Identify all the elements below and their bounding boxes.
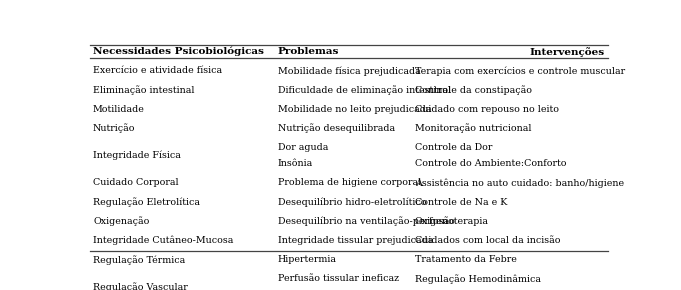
- Text: Dor aguda: Dor aguda: [278, 143, 328, 152]
- Text: Motilidade: Motilidade: [93, 105, 145, 114]
- Text: Regulação Hemodinâmica: Regulação Hemodinâmica: [415, 274, 541, 284]
- Text: Cuidados com local da incisão: Cuidados com local da incisão: [415, 236, 560, 245]
- Text: Problema de higiene corporal: Problema de higiene corporal: [278, 178, 421, 187]
- Text: Oxigenação: Oxigenação: [93, 216, 149, 226]
- Text: Controle do Ambiente:Conforto: Controle do Ambiente:Conforto: [415, 159, 567, 168]
- Text: Integridade Física: Integridade Física: [93, 151, 181, 160]
- Text: Problemas: Problemas: [278, 47, 339, 56]
- Text: Dificuldade de eliminação intestinal: Dificuldade de eliminação intestinal: [278, 85, 451, 95]
- Text: Exercício e atividade física: Exercício e atividade física: [93, 66, 222, 75]
- Text: Cuidado com repouso no leito: Cuidado com repouso no leito: [415, 105, 559, 114]
- Text: Mobilidade no leito prejudicada: Mobilidade no leito prejudicada: [278, 105, 431, 114]
- Text: Mobilidade física prejudicada: Mobilidade física prejudicada: [278, 66, 420, 75]
- Text: Regulação Eletrolítica: Regulação Eletrolítica: [93, 197, 200, 207]
- Text: Nutrição desequilibrada: Nutrição desequilibrada: [278, 124, 395, 133]
- Text: Oxigenoterapia: Oxigenoterapia: [415, 217, 489, 226]
- Text: Integridade Cutâneo-Mucosa: Integridade Cutâneo-Mucosa: [93, 236, 234, 245]
- Text: Regulação Térmica: Regulação Térmica: [93, 255, 185, 264]
- Text: Assistência no auto cuidado: banho/higiene: Assistência no auto cuidado: banho/higie…: [415, 178, 624, 188]
- Text: Desequilíbrio hidro-eletrolítico: Desequilíbrio hidro-eletrolítico: [278, 197, 426, 207]
- Text: Necessidades Psicobiológicas: Necessidades Psicobiológicas: [93, 47, 264, 56]
- Text: Tratamento da Febre: Tratamento da Febre: [415, 255, 517, 264]
- Text: Desequilíbrio na ventilação-perfusão: Desequilíbrio na ventilação-perfusão: [278, 216, 455, 226]
- Text: Integridade tissular prejudicada: Integridade tissular prejudicada: [278, 236, 433, 245]
- Text: Intervenções: Intervenções: [530, 47, 605, 57]
- Text: Controle da constipação: Controle da constipação: [415, 85, 532, 95]
- Text: Hipertermia: Hipertermia: [278, 255, 337, 264]
- Text: Controle de Na e K: Controle de Na e K: [415, 197, 507, 206]
- Text: Nutrição: Nutrição: [93, 124, 136, 133]
- Text: Eliminação intestinal: Eliminação intestinal: [93, 85, 195, 95]
- Text: Cuidado Corporal: Cuidado Corporal: [93, 178, 178, 187]
- Text: Regulação Vascular: Regulação Vascular: [93, 282, 188, 290]
- Text: Perfusão tissular ineficaz: Perfusão tissular ineficaz: [278, 274, 399, 283]
- Text: Terapia com exercícios e controle muscular: Terapia com exercícios e controle muscul…: [415, 66, 625, 75]
- Text: Controle da Dor: Controle da Dor: [415, 143, 492, 152]
- Text: Insônia: Insônia: [278, 159, 313, 168]
- Text: Monitoração nutricional: Monitoração nutricional: [415, 124, 531, 133]
